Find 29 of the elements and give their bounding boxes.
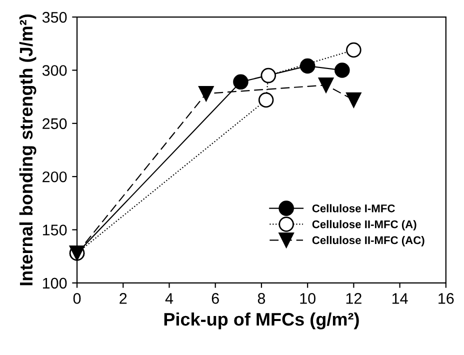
x-tick-label: 10 [300,293,316,304]
x-tick-label: 2 [120,293,127,304]
point [233,74,248,90]
y-axis-title: Internal bonding strength (J/m²) [19,14,36,286]
y-tick-label: 200 [42,171,67,182]
point [198,86,214,102]
x-tick-label: 4 [165,293,174,304]
point [346,42,362,58]
x-tick-label: 14 [392,293,408,304]
x-tick-label: 6 [212,293,219,304]
x-tick-label: 12 [346,293,362,304]
y-tick-label: 100 [42,278,67,289]
point [334,62,350,78]
point [300,58,316,74]
y-tick-label: 300 [42,65,67,76]
legend-label: Cellulose I-MFC [312,204,395,212]
point [346,92,362,108]
x-tick-label: 16 [438,293,454,304]
x-axis-title: Pick-up of MFCs (g/m²) [164,312,359,330]
point [318,77,334,93]
legend-label: Cellulose II-MFC (AC) [312,236,424,246]
y-tick-label: 250 [42,118,67,130]
point [260,68,276,84]
y-tick-label: 350 [42,12,67,23]
y-tick-label: 150 [42,224,67,236]
x-tick-label: 8 [258,293,266,304]
legend-label: Cellulose II-MFC (A) [312,220,416,230]
x-tick-label: 0 [73,293,81,304]
point [258,92,274,108]
